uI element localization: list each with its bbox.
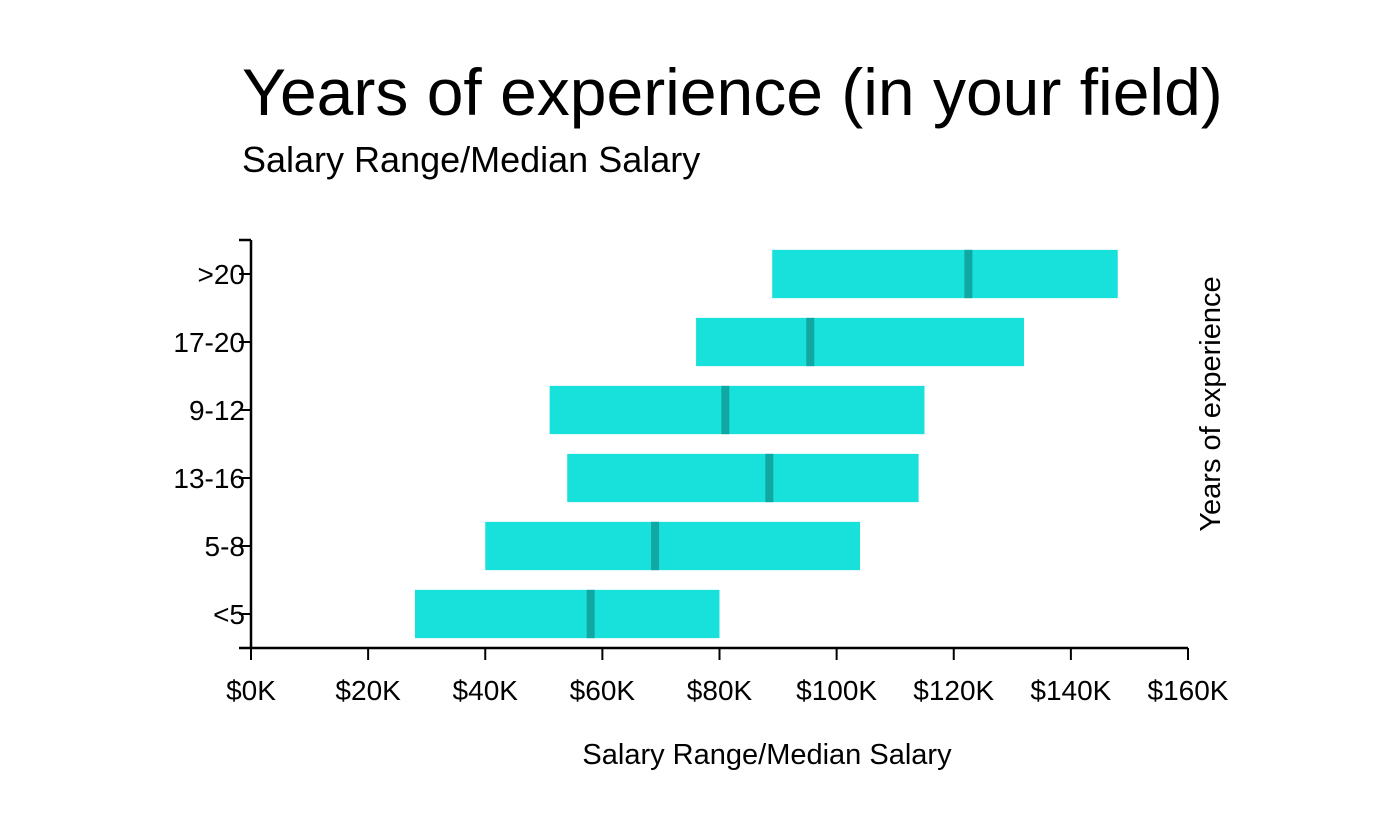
x-tick-label: $120K (913, 675, 994, 706)
bars-group (414, 249, 1118, 639)
x-tick-label: $60K (570, 675, 636, 706)
y-tick-label: 9-12 (189, 395, 245, 426)
range-bar (772, 249, 1118, 299)
y-tick-label: 5-8 (205, 531, 245, 562)
chart-title: Years of experience (in your field) (242, 55, 1223, 129)
range-bar (567, 453, 919, 503)
y-tick-label: 17-20 (173, 327, 245, 358)
median-marker (586, 589, 595, 639)
x-axis-title: Salary Range/Median Salary (582, 739, 952, 771)
x-tick-label: $100K (796, 675, 877, 706)
chart-subtitle: Salary Range/Median Salary (242, 139, 701, 180)
median-marker (765, 453, 774, 503)
axes-group: >20 17-20 9-12 13-16 5-8 <5 $0K $20K $40K $60K $80… (173, 238, 1229, 706)
median-marker (651, 521, 660, 571)
range-bar (549, 385, 925, 435)
y-axis-title: Years of experience (1195, 276, 1227, 531)
median-marker (806, 317, 815, 367)
x-tick-label: $20K (335, 675, 401, 706)
median-marker (964, 249, 973, 299)
x-tick-label: $140K (1030, 675, 1111, 706)
y-tick-label: 13-16 (173, 463, 245, 494)
x-tick-label: $80K (687, 675, 753, 706)
range-bar (485, 521, 861, 571)
range-bar (696, 317, 1025, 367)
x-tick-label: $160K (1148, 675, 1229, 706)
x-tick-label: $0K (226, 675, 276, 706)
range-bar (414, 589, 720, 639)
x-tick-label: $40K (453, 675, 519, 706)
y-tick-label: <5 (213, 599, 245, 630)
y-tick-label: >20 (198, 259, 246, 290)
median-marker (721, 385, 730, 435)
